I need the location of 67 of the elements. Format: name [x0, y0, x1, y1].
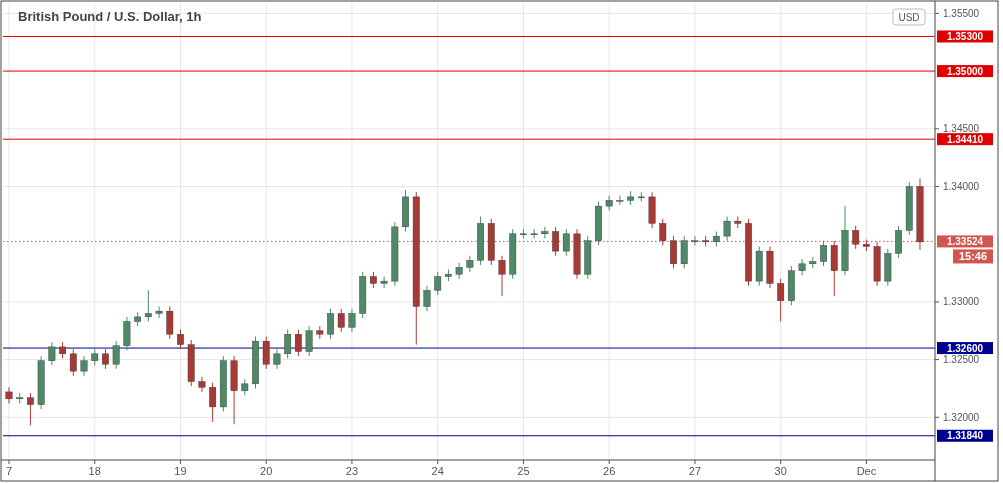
x-tick-label: 20	[260, 465, 273, 477]
candlestick	[69, 348, 77, 377]
candlestick	[680, 235, 688, 269]
y-tick-label: 1.34500	[943, 123, 980, 135]
x-tick-label: 30	[774, 465, 787, 477]
y-tick-label: 1.32000	[943, 411, 980, 423]
candlestick	[198, 376, 206, 393]
x-tick-label: 7	[5, 465, 13, 477]
x-tick-label: 27	[688, 465, 702, 477]
ref-line-label: 1.35000	[946, 65, 984, 77]
candlestick	[262, 336, 270, 370]
candlestick	[327, 308, 334, 340]
y-tick-label: 1.35500	[943, 7, 980, 19]
x-tick-label: Dec	[856, 465, 877, 477]
candlestick	[48, 341, 56, 366]
candlestick	[562, 228, 570, 257]
annotation: USD	[898, 11, 920, 23]
candlestick	[144, 289, 152, 323]
candlestick	[852, 225, 860, 250]
candlestick	[777, 278, 785, 323]
candlestick	[670, 235, 677, 269]
candlestick	[177, 329, 184, 350]
candlestick	[455, 262, 463, 280]
ref-line-label: 1.32600	[946, 342, 984, 354]
x-tick-label: 18	[88, 465, 101, 477]
candlestick	[337, 308, 345, 333]
x-tick-label: 19	[174, 465, 187, 477]
candlestick	[380, 276, 388, 289]
candlestick	[423, 285, 431, 312]
ref-line-label: 1.34410	[946, 133, 984, 145]
candlestick	[723, 216, 731, 242]
ref-line-label: 1.33524	[946, 235, 984, 247]
candlestick	[798, 258, 806, 276]
candlestick	[895, 225, 902, 259]
text: 15:46	[958, 250, 988, 263]
candlestick	[209, 382, 217, 423]
candlestick	[691, 235, 699, 246]
candlestick	[80, 355, 88, 377]
candlestick	[112, 340, 120, 370]
y-tick-label: 1.33000	[943, 296, 980, 308]
y-tick-label: 1.32500	[943, 354, 980, 366]
candlestick	[155, 306, 163, 319]
y-tick-label: 1.34000	[943, 180, 980, 192]
x-tick-label: 23	[345, 465, 359, 477]
text: British Pound / U.S. Dollar, 1h	[18, 9, 202, 24]
candlestick	[552, 226, 560, 257]
candlestick	[102, 348, 109, 370]
candlestick	[434, 271, 442, 296]
candlestick	[294, 329, 302, 357]
candlestick	[616, 195, 624, 206]
candlestick	[284, 329, 292, 359]
candlestick	[5, 386, 13, 404]
candlestick	[27, 392, 34, 426]
candlestick	[820, 240, 827, 267]
x-tick-label: 25	[517, 465, 530, 477]
candlestick	[273, 348, 281, 370]
candlestick	[166, 306, 174, 340]
candlestick	[305, 325, 313, 357]
candlestick	[498, 255, 506, 297]
ref-line-label: 1.35300	[946, 30, 984, 42]
candlestick	[659, 218, 667, 246]
x-tick-label: 26	[603, 465, 616, 477]
candlestick	[348, 308, 356, 333]
ref-line-label: 1.31840	[946, 430, 984, 442]
x-tick-label: 24	[431, 465, 444, 477]
candlestick	[466, 255, 474, 273]
candlestick	[541, 226, 549, 239]
